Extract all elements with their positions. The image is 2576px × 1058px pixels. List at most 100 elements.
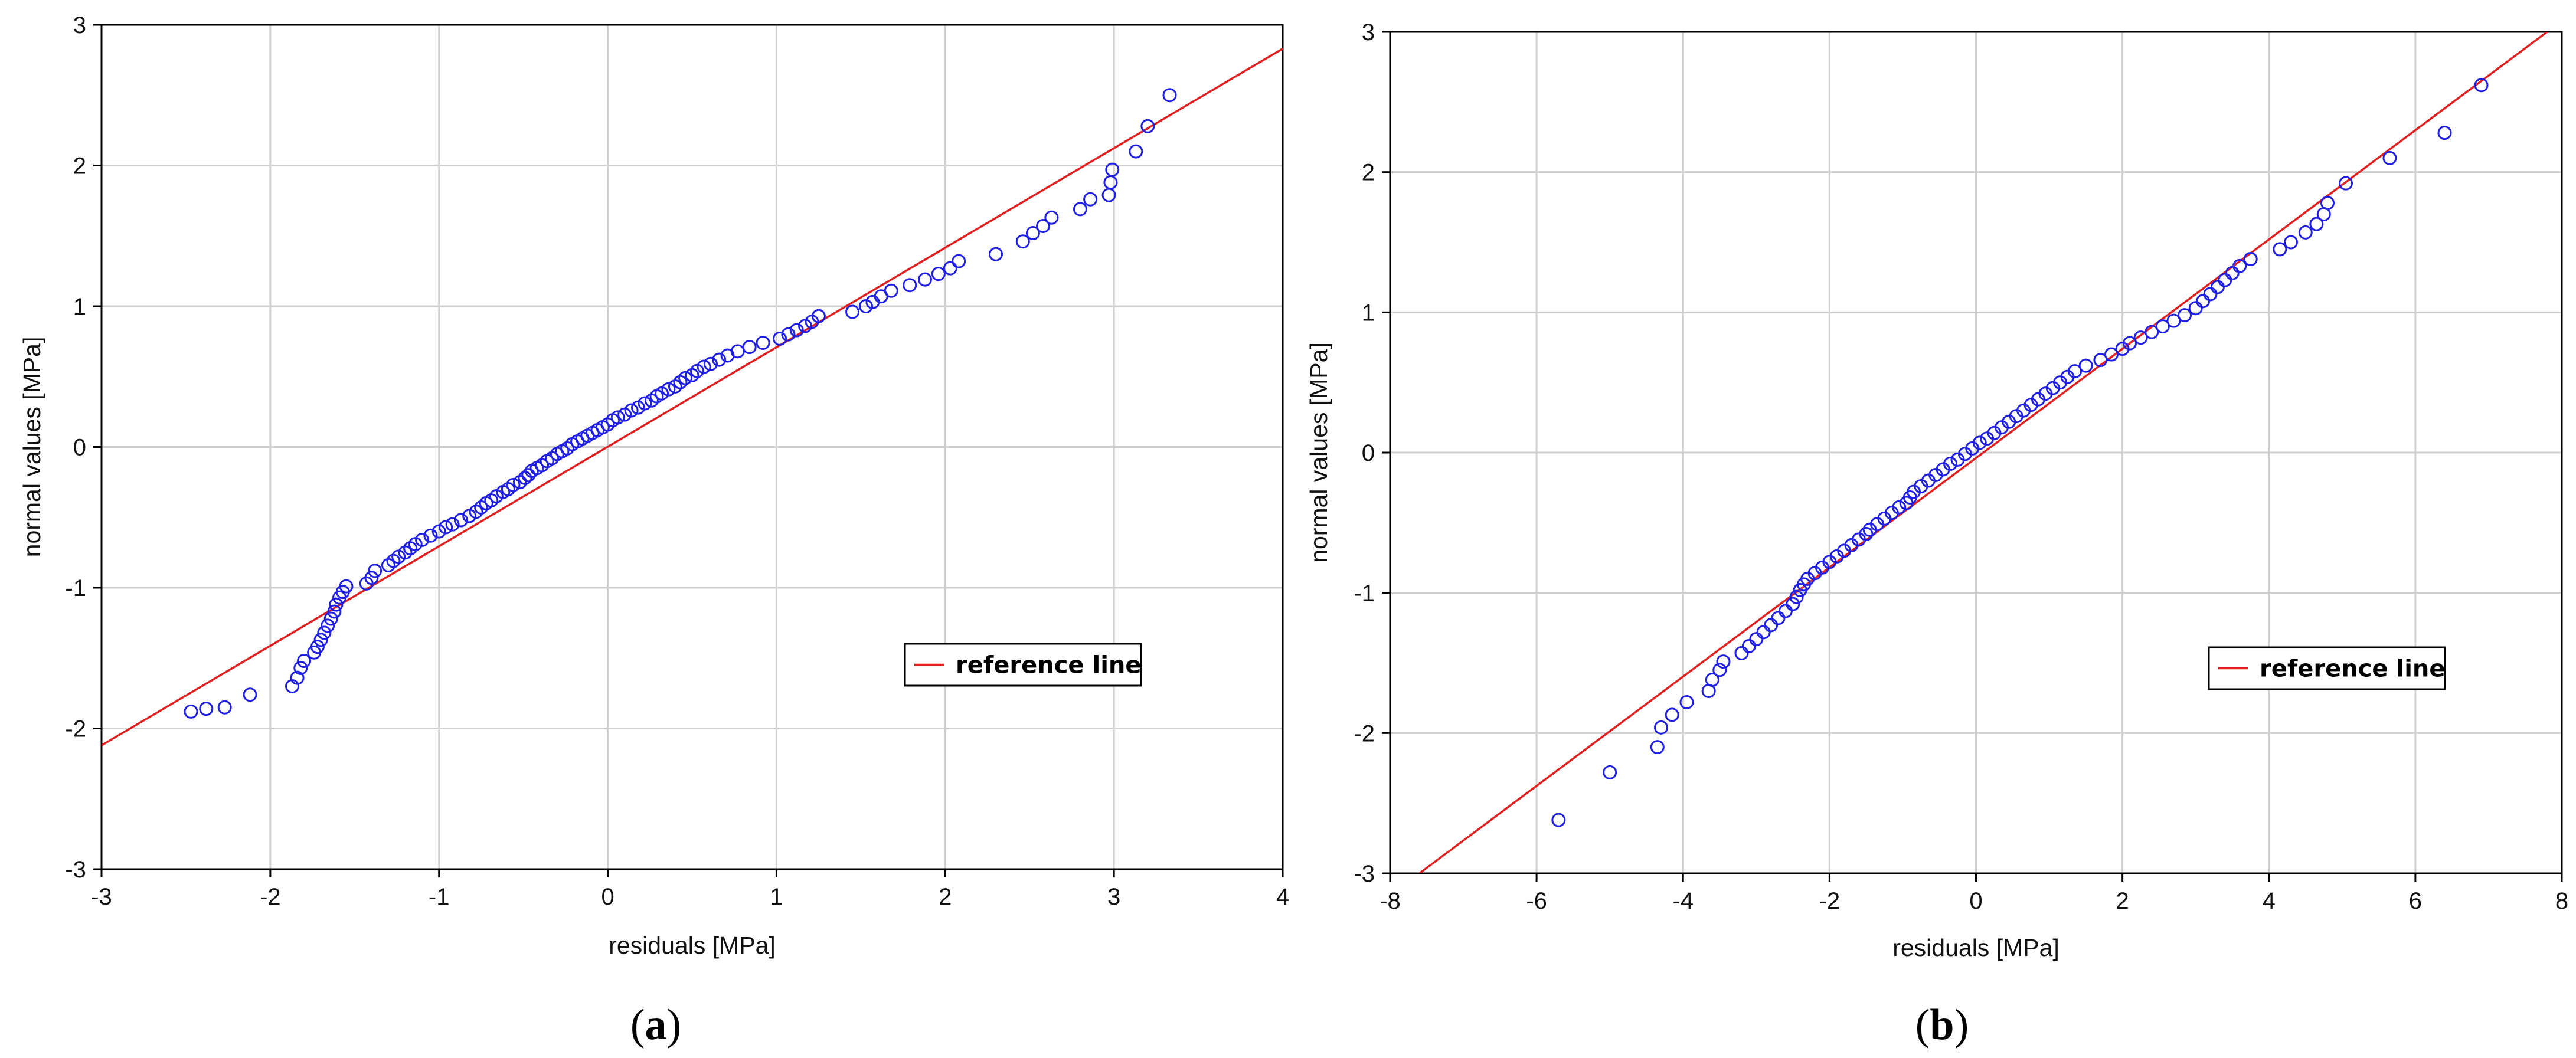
data-point bbox=[1140, 119, 1155, 133]
data-point bbox=[445, 517, 460, 532]
x-tick-label: -2 bbox=[260, 884, 281, 910]
data-point bbox=[756, 336, 770, 351]
data-point bbox=[1734, 646, 1749, 660]
data-point bbox=[1129, 144, 1143, 159]
data-point bbox=[439, 520, 453, 535]
x-tick-label: -8 bbox=[1379, 888, 1401, 914]
data-point bbox=[2437, 126, 2452, 140]
data-point bbox=[2104, 347, 2119, 362]
data-point bbox=[2067, 364, 2082, 379]
data-point bbox=[217, 700, 232, 715]
x-tick-label: 2 bbox=[939, 884, 952, 910]
data-point bbox=[1073, 202, 1087, 217]
y-axis-label: normal values [MPa] bbox=[18, 337, 45, 558]
y-tick-label: -1 bbox=[1354, 581, 1375, 607]
data-point bbox=[1741, 638, 1756, 653]
x-tick-label: 8 bbox=[2555, 888, 2568, 914]
data-point bbox=[989, 247, 1003, 261]
data-point bbox=[1036, 219, 1051, 234]
data-point bbox=[2273, 242, 2287, 257]
x-tick-label: 2 bbox=[2116, 888, 2129, 914]
data-point bbox=[2196, 294, 2211, 309]
data-point bbox=[2166, 313, 2181, 328]
x-axis-label: residuals [MPa] bbox=[609, 932, 776, 959]
y-tick-label: -3 bbox=[65, 857, 86, 883]
data-point bbox=[1665, 707, 1679, 722]
data-point bbox=[2093, 353, 2108, 368]
data-point bbox=[1764, 618, 1779, 633]
data-point bbox=[781, 327, 796, 342]
data-point bbox=[1705, 673, 1719, 687]
data-point bbox=[1603, 765, 1617, 779]
data-point bbox=[2309, 217, 2324, 231]
data-point bbox=[1654, 720, 1669, 735]
data-point bbox=[2155, 319, 2170, 334]
data-point bbox=[339, 579, 354, 594]
data-point bbox=[845, 304, 860, 319]
data-point bbox=[317, 625, 332, 640]
data-point bbox=[1943, 457, 1958, 471]
x-tick-label: -4 bbox=[1672, 888, 1694, 914]
data-point bbox=[2225, 266, 2240, 280]
data-point bbox=[2243, 252, 2258, 267]
data-point bbox=[415, 532, 430, 547]
data-point bbox=[199, 702, 214, 716]
data-point bbox=[1015, 234, 1030, 249]
data-point bbox=[329, 597, 344, 612]
legend-box bbox=[904, 643, 1142, 687]
data-point bbox=[903, 278, 917, 293]
data-point bbox=[313, 633, 328, 647]
data-point bbox=[321, 618, 335, 633]
data-point bbox=[297, 654, 312, 669]
legend: reference line bbox=[904, 643, 1142, 687]
chart-panel-a: -3 -2 -1 0 1 2 3 4 -3 -2 -1 0 1 2 3 residuals [MPa] norm… bbox=[18, 12, 1289, 1049]
data-point bbox=[1789, 589, 1804, 604]
x-tick-label: -1 bbox=[429, 884, 450, 910]
legend: reference line bbox=[2208, 646, 2446, 690]
data-point bbox=[290, 670, 305, 685]
data-point bbox=[1083, 192, 1098, 207]
data-point bbox=[521, 468, 536, 483]
data-point bbox=[368, 564, 383, 578]
x-tick-label: 4 bbox=[2263, 888, 2276, 914]
x-tick-label: 4 bbox=[1276, 884, 1289, 910]
data-point bbox=[2298, 225, 2313, 240]
data-point bbox=[884, 283, 898, 298]
data-point bbox=[1025, 225, 1040, 240]
data-point bbox=[364, 571, 379, 585]
data-point bbox=[323, 611, 338, 626]
data-point bbox=[730, 344, 745, 359]
x-tick-label: 0 bbox=[1969, 888, 1982, 914]
data-point bbox=[1786, 597, 1800, 611]
data-point bbox=[1892, 500, 1907, 515]
data-point bbox=[1749, 632, 1764, 647]
data-point bbox=[423, 528, 438, 543]
y-tick-label: 3 bbox=[1362, 19, 1375, 45]
x-tick-label: -3 bbox=[91, 884, 112, 910]
y-tick-label: 1 bbox=[73, 294, 86, 320]
data-point bbox=[453, 513, 468, 528]
data-point bbox=[1551, 813, 1566, 827]
data-point bbox=[638, 396, 652, 411]
x-tick-label: 1 bbox=[770, 884, 783, 910]
data-point bbox=[2232, 258, 2247, 273]
data-point bbox=[2382, 150, 2397, 165]
x-tick-label: 3 bbox=[1107, 884, 1120, 910]
y-tick-label: 0 bbox=[1362, 440, 1375, 466]
x-tick-label: -2 bbox=[1819, 888, 1841, 914]
y-tick-label: 3 bbox=[73, 12, 86, 38]
data-point bbox=[742, 340, 757, 355]
data-point bbox=[712, 352, 727, 367]
y-tick-label: -2 bbox=[1354, 720, 1375, 746]
y-tick-label: -2 bbox=[65, 716, 86, 742]
data-point bbox=[678, 371, 693, 385]
reference-line bbox=[1418, 32, 2548, 873]
data-point bbox=[2320, 195, 2335, 210]
data-point bbox=[506, 477, 521, 492]
x-tick-label: -6 bbox=[1526, 888, 1547, 914]
data-point bbox=[1105, 162, 1120, 177]
y-axis-label: normal values [MPa] bbox=[1305, 342, 1332, 563]
data-point bbox=[1103, 175, 1118, 190]
data-point bbox=[2078, 358, 2093, 373]
data-point bbox=[1771, 611, 1786, 625]
